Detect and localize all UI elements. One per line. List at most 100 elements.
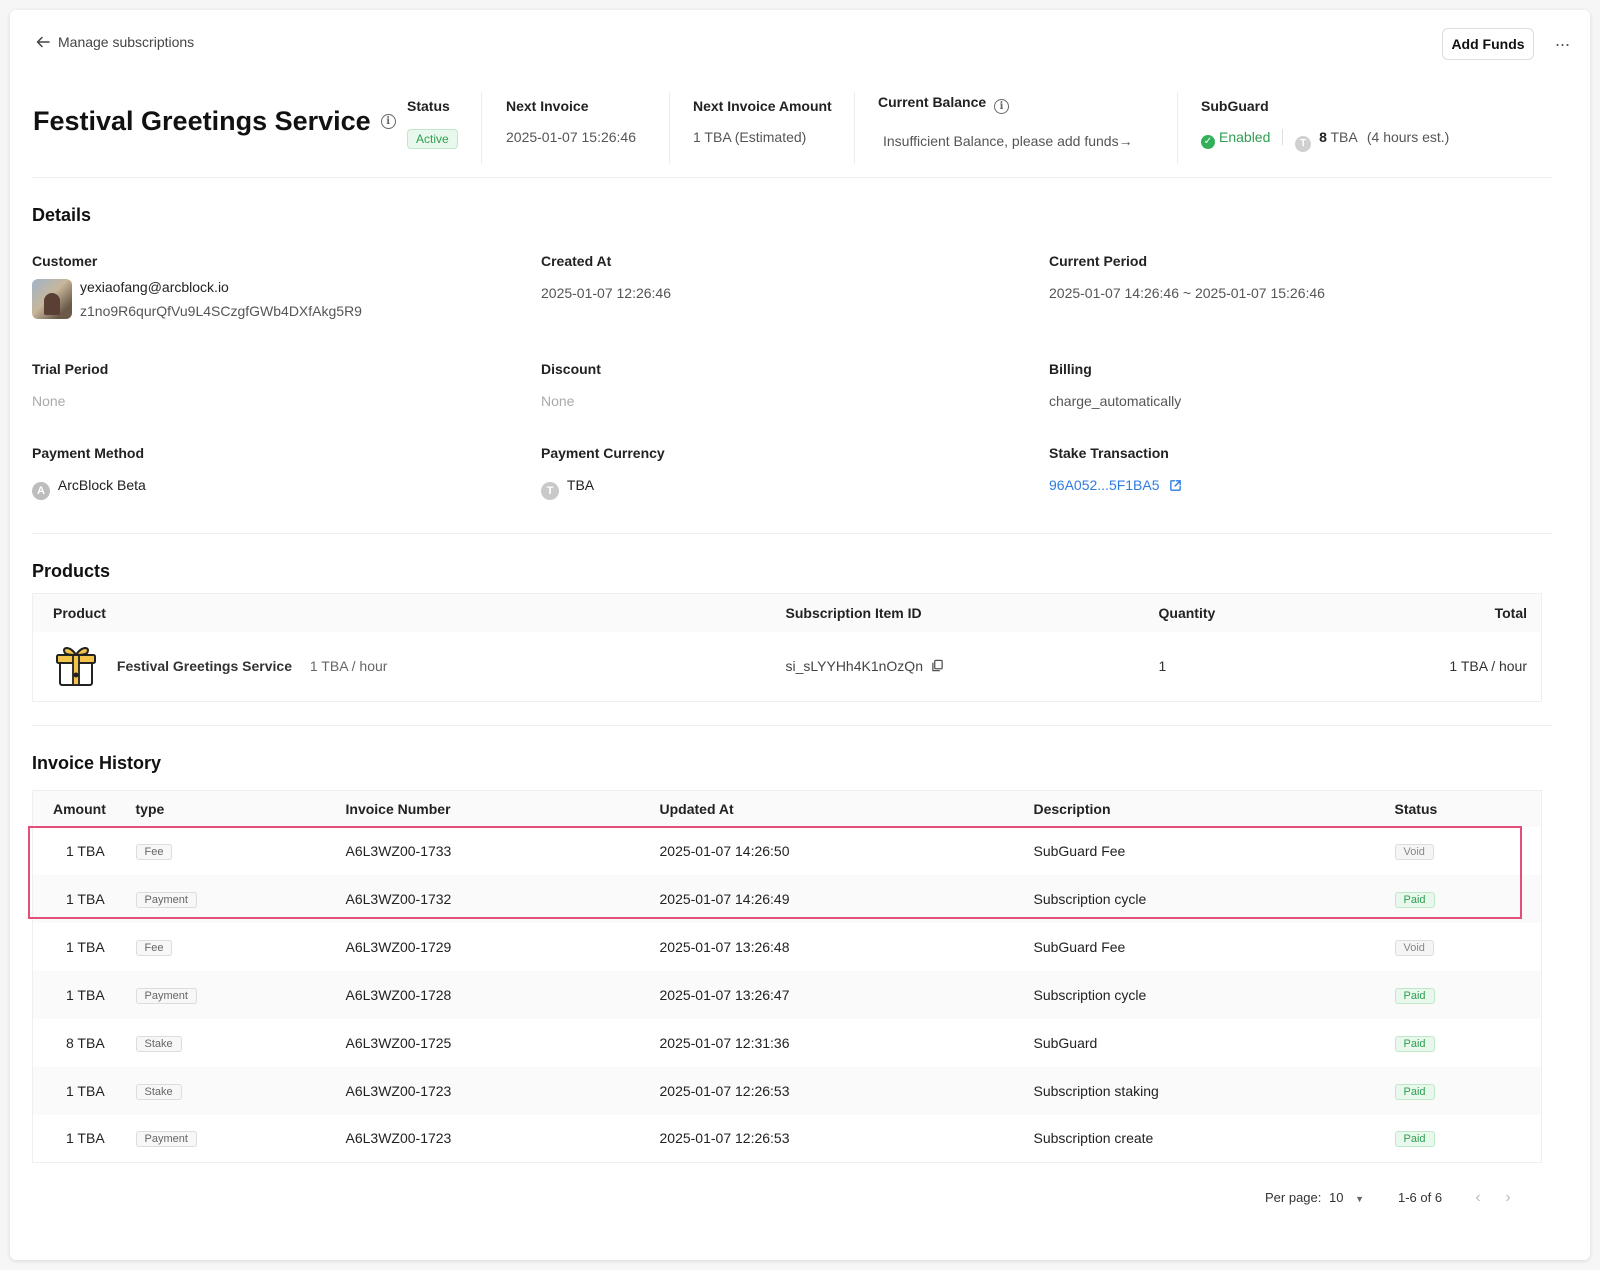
subscription-item-id: si_sLYYHh4K1nOzQn bbox=[785, 658, 923, 675]
discount-value: None bbox=[541, 393, 575, 409]
next-page-icon[interactable]: › bbox=[1505, 1189, 1511, 1206]
invoice-number[interactable]: A6L3WZ00-1729 bbox=[345, 938, 452, 955]
invoice-amount: 1 TBA bbox=[66, 938, 105, 955]
created-at-value: 2025-01-07 12:26:46 bbox=[541, 285, 671, 301]
invoice-amount: 1 TBA bbox=[32, 874, 136, 923]
invoice-status-badge: Paid bbox=[1394, 1035, 1435, 1052]
column-header: Status bbox=[1394, 790, 1542, 827]
balance-label: Current Balance i bbox=[878, 94, 1133, 114]
next-amount-value: 1 TBA (Estimated) bbox=[693, 129, 807, 145]
customer-email[interactable]: yexiaofang@arcblock.io bbox=[80, 279, 229, 295]
chevron-down-icon: ▼ bbox=[1355, 1194, 1365, 1204]
status-label: Status bbox=[407, 98, 450, 114]
stake-transaction-link[interactable]: 96A052...5F1BA5 bbox=[1049, 477, 1160, 493]
external-link-icon[interactable] bbox=[1169, 479, 1182, 492]
invoice-description: Subscription staking bbox=[1033, 1066, 1395, 1115]
product-total: 1 TBA / hour bbox=[1449, 658, 1527, 675]
invoice-description: Subscription cycle bbox=[1033, 970, 1395, 1019]
invoice-history-heading: Invoice History bbox=[32, 753, 162, 773]
invoice-updated-at: 2025-01-07 14:26:50 bbox=[659, 842, 790, 859]
next-invoice-label: Next Invoice bbox=[506, 98, 589, 114]
invoice-amount: 1 TBA bbox=[32, 1066, 136, 1115]
invoice-number[interactable]: A6L3WZ00-1725 bbox=[345, 1034, 452, 1051]
payment-method-label: Payment Method bbox=[32, 445, 145, 461]
table-row[interactable]: 1 TBA Payment A6L3WZ00-1723 2025-01-07 12:2… bbox=[33, 1115, 1542, 1163]
invoice-type-tag: Payment bbox=[135, 891, 197, 908]
invoice-number[interactable]: A6L3WZ00-1723 bbox=[345, 1130, 452, 1147]
column-header: Description bbox=[1033, 790, 1395, 827]
invoice-status-badge: Void bbox=[1394, 939, 1434, 956]
payment-method-value: ArcBlock Beta bbox=[57, 477, 146, 493]
back-link-label: Manage subscriptions bbox=[58, 34, 195, 50]
invoice-status-badge: Paid bbox=[1394, 987, 1435, 1004]
invoice-number[interactable]: A6L3WZ00-1733 bbox=[345, 842, 452, 859]
back-link[interactable]: Manage subscriptions bbox=[36, 34, 194, 50]
next-amount-label: Next Invoice Amount bbox=[693, 98, 832, 114]
invoice-type-tag: Payment bbox=[135, 987, 197, 1004]
invoice-status-badge: Paid bbox=[1394, 891, 1435, 908]
column-header: Subscription Item ID bbox=[785, 593, 1159, 632]
balance-info-icon[interactable]: i bbox=[994, 99, 1010, 114]
tba-coin-icon: T bbox=[1295, 135, 1312, 152]
per-page-select[interactable]: 10 ▼ bbox=[1329, 1190, 1364, 1205]
table-row[interactable]: 1 TBA Stake A6L3WZ00-1723 2025-01-07 12:26:… bbox=[32, 1066, 1542, 1115]
customer-field: Customer yexiaofang@arcblock.io z1no9R6q… bbox=[32, 253, 362, 319]
invoice-type-tag: Stake bbox=[135, 1083, 182, 1100]
current-period-value: 2025-01-07 14:26:46 ~ 2025-01-07 15:26:4… bbox=[1049, 285, 1325, 301]
more-options-icon[interactable]: ··· bbox=[1554, 33, 1571, 54]
products-heading: Products bbox=[32, 561, 111, 581]
current-period-label: Current Period bbox=[1049, 253, 1148, 269]
customer-label: Customer bbox=[32, 253, 98, 269]
billing-label: Billing bbox=[1049, 361, 1092, 377]
table-row[interactable]: 1 TBA Payment A6L3WZ00-1728 2025-01-07 13:2… bbox=[32, 970, 1542, 1019]
table-row[interactable]: 8 TBA Stake A6L3WZ00-1725 2025-01-07 12:31:… bbox=[33, 1019, 1542, 1067]
invoice-number[interactable]: A6L3WZ00-1723 bbox=[345, 1066, 660, 1115]
per-page-label: Per page: bbox=[1265, 1190, 1322, 1205]
current-period-field: Current Period 2025-01-07 14:26:46 ~ 202… bbox=[1049, 253, 1325, 301]
product-name[interactable]: Festival Greetings Service bbox=[116, 658, 292, 675]
stake-transaction-label: Stake Transaction bbox=[1049, 445, 1169, 461]
per-page-value: 10 bbox=[1329, 1190, 1344, 1205]
insufficient-balance-link[interactable]: Insufficient Balance, please add funds→ bbox=[883, 133, 1133, 149]
copy-icon[interactable] bbox=[931, 659, 944, 672]
column-header: Amount bbox=[32, 790, 136, 827]
products-table: Product Subscription Item ID Quantity To… bbox=[32, 593, 1542, 702]
invoice-updated-at: 2025-01-07 12:31:36 bbox=[659, 1034, 790, 1051]
product-price: 1 TBA / hour bbox=[309, 658, 388, 675]
subguard-amount: 8 bbox=[1319, 129, 1327, 145]
tba-coin-icon: T bbox=[541, 482, 559, 500]
avatar[interactable] bbox=[32, 279, 72, 319]
invoice-amount: 1 TBA bbox=[32, 970, 136, 1019]
table-row[interactable]: 1 TBA Fee A6L3WZ00-1733 2025-01-07 14:26:50… bbox=[33, 827, 1542, 875]
invoice-type-tag: Fee bbox=[135, 939, 173, 956]
invoice-description: Subscription create bbox=[1033, 1130, 1154, 1147]
invoice-amount: 1 TBA bbox=[66, 842, 105, 859]
invoice-number[interactable]: A6L3WZ00-1728 bbox=[345, 970, 660, 1019]
column-header: Quantity bbox=[1158, 593, 1349, 632]
pagination-range: 1-6 of 6 bbox=[1398, 1190, 1443, 1205]
next-invoice-value: 2025-01-07 15:26:46 bbox=[506, 129, 636, 145]
invoice-number[interactable]: A6L3WZ00-1732 bbox=[345, 874, 660, 923]
info-icon[interactable]: i bbox=[380, 114, 396, 129]
invoice-status-badge: Paid bbox=[1394, 1131, 1435, 1148]
billing-value: charge_automatically bbox=[1049, 393, 1182, 409]
table-row[interactable]: 1 TBA Payment A6L3WZ00-1732 2025-01-07 14:2… bbox=[32, 874, 1542, 923]
table-row: Festival Greetings Service 1 TBA / hour … bbox=[33, 632, 1542, 702]
status-badge: Active bbox=[407, 129, 458, 149]
invoice-status-badge: Void bbox=[1394, 843, 1434, 860]
add-funds-button[interactable]: Add Funds bbox=[1442, 28, 1534, 60]
stake-transaction-field: Stake Transaction 96A052...5F1BA5 bbox=[1049, 445, 1182, 493]
invoice-description: SubGuard Fee bbox=[1033, 842, 1126, 859]
status-stat: Status Active bbox=[407, 98, 458, 149]
payment-currency-field: Payment Currency T TBA bbox=[541, 445, 665, 500]
subscription-name: Festival Greetings Service bbox=[33, 106, 371, 136]
discount-field: Discount None bbox=[541, 361, 601, 409]
subguard-stat: SubGuard ✓ Enabled T 8 TBA (4 hours est.) bbox=[1201, 98, 1449, 152]
prev-page-icon[interactable]: ‹ bbox=[1475, 1189, 1481, 1206]
check-circle-icon: ✓ bbox=[1201, 134, 1215, 149]
payment-currency-value: TBA bbox=[566, 477, 595, 493]
next-invoice-stat: Next Invoice 2025-01-07 15:26:46 bbox=[506, 98, 636, 145]
subguard-label: SubGuard bbox=[1201, 98, 1269, 114]
table-row[interactable]: 1 TBA Fee A6L3WZ00-1729 2025-01-07 13:26:48… bbox=[33, 923, 1542, 971]
top-bar: Manage subscriptions Add Funds ··· bbox=[10, 10, 1590, 74]
